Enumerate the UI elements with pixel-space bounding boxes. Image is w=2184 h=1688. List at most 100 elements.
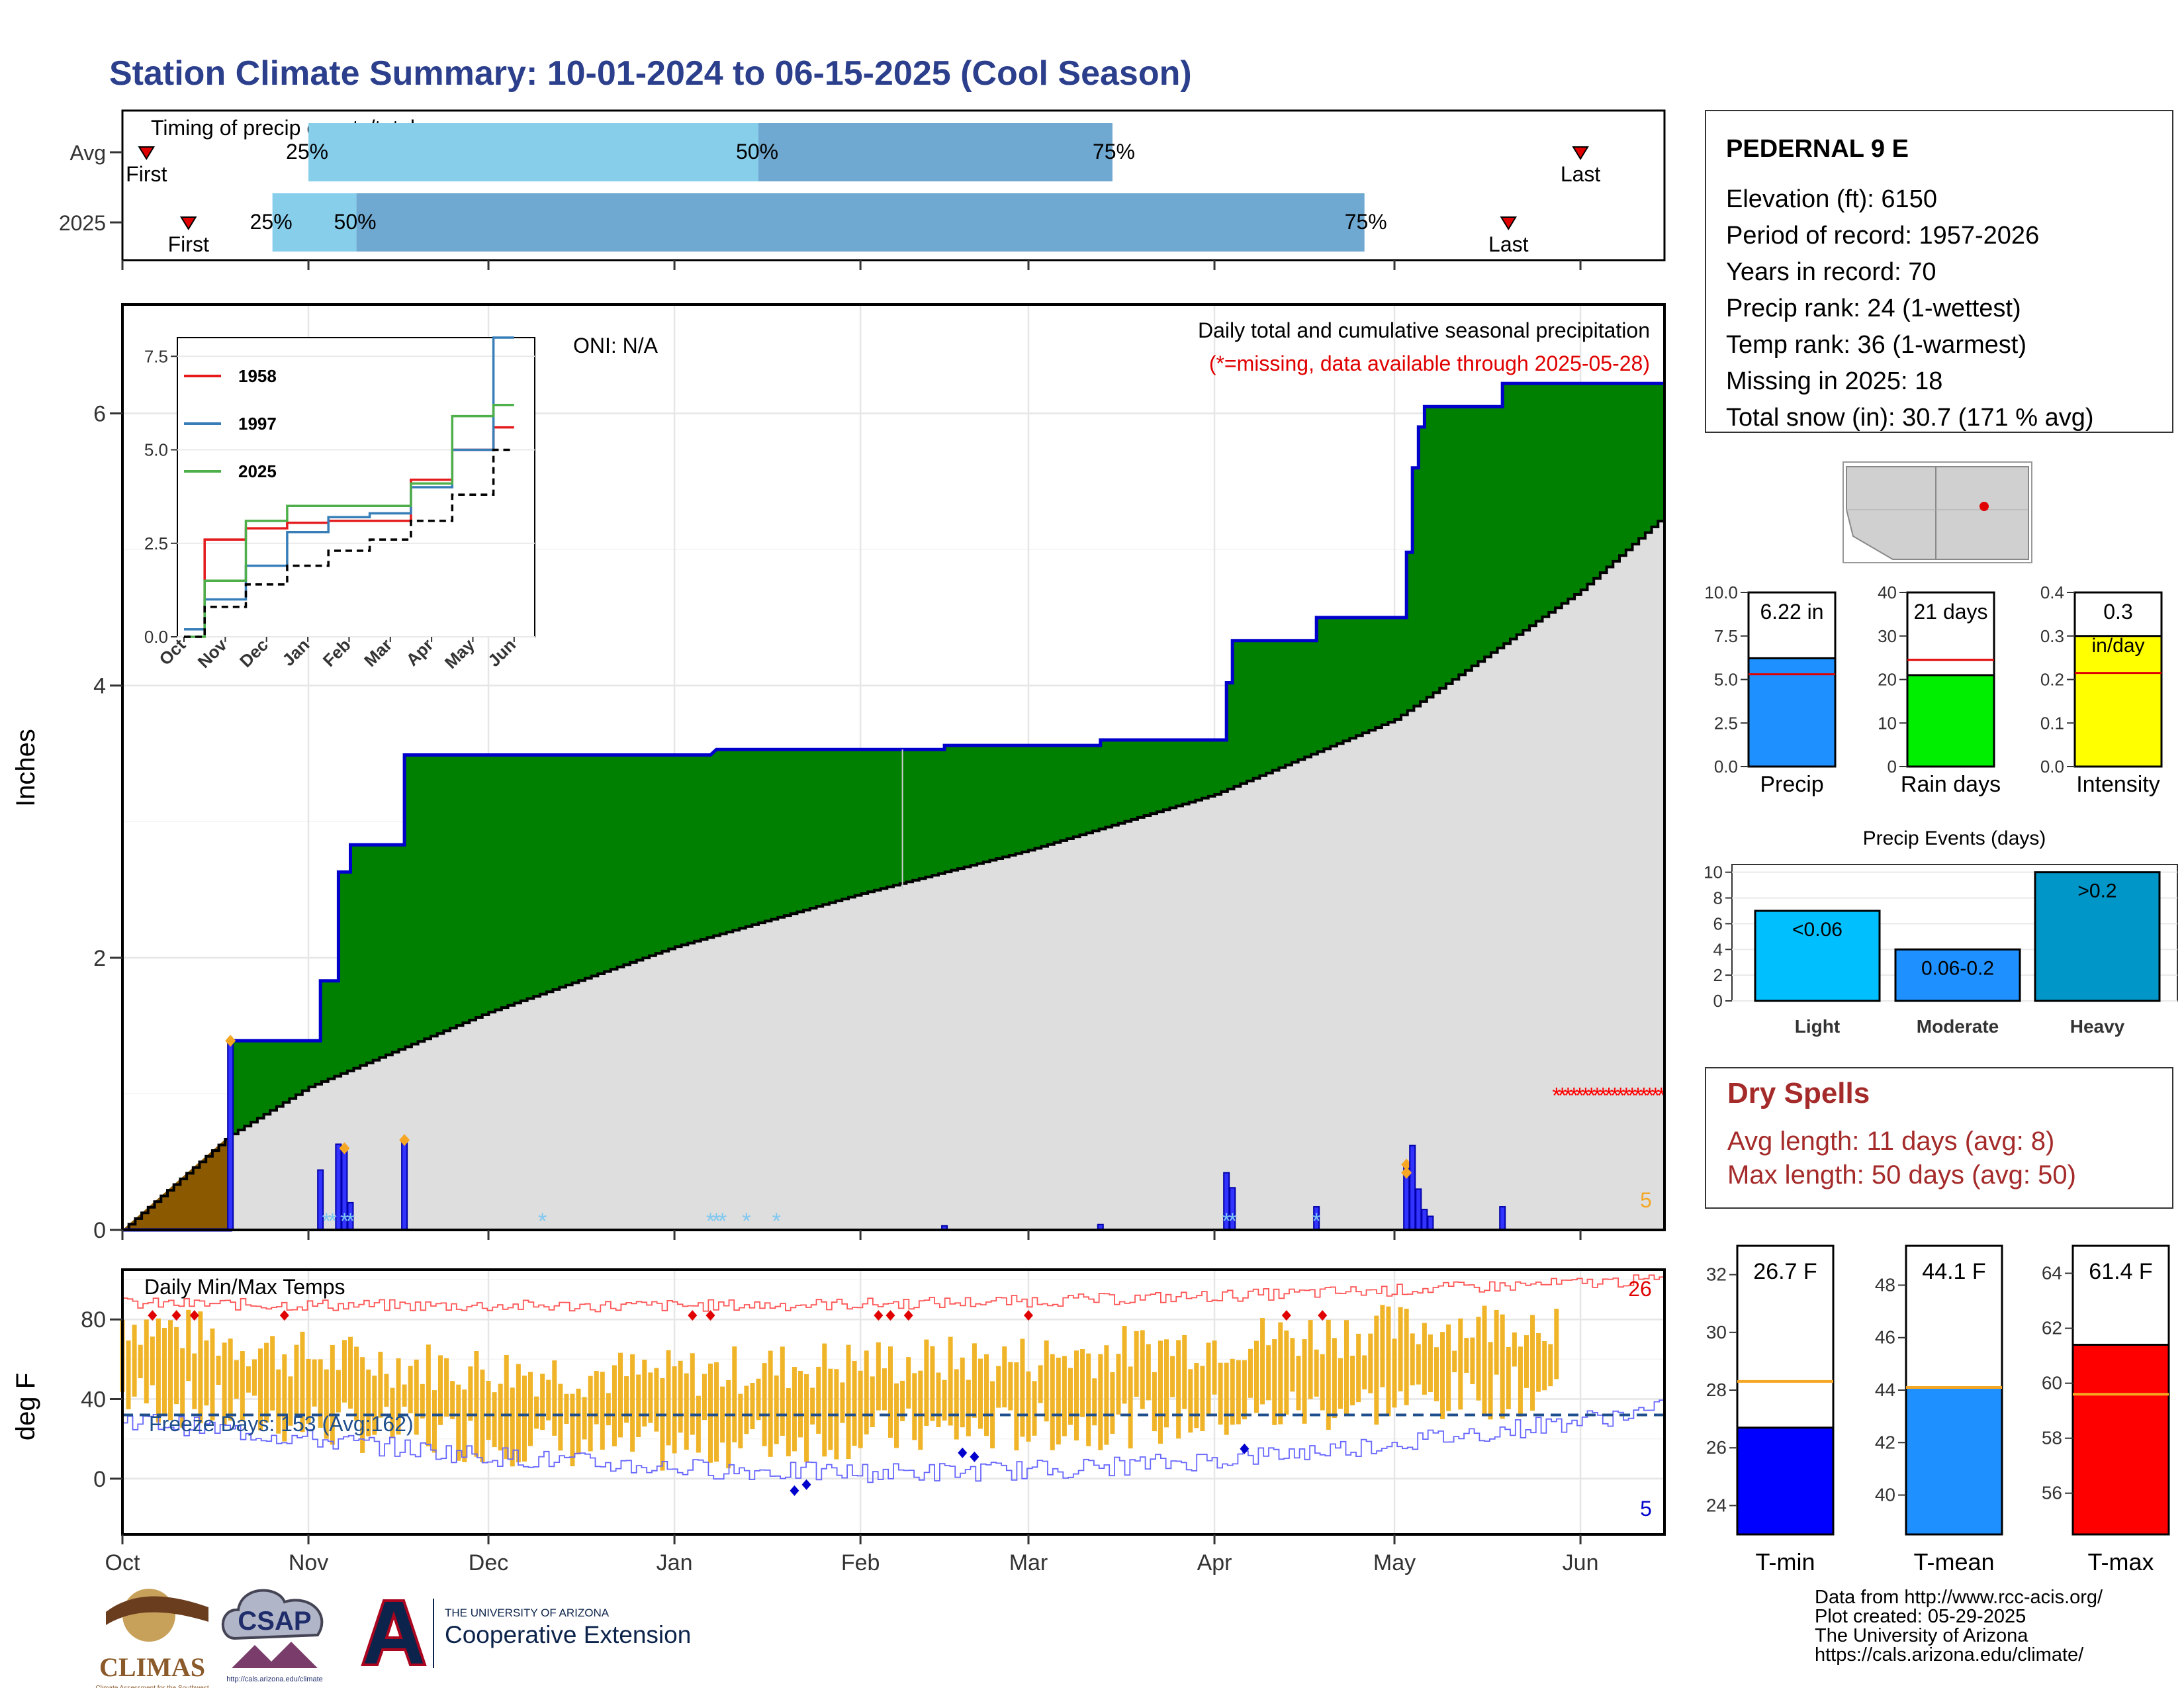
record-high-marker (1023, 1310, 1033, 1321)
daily-temp-bar (924, 1339, 929, 1426)
daily-temp-bar (942, 1380, 947, 1421)
precip-y-tick-label: 2 (93, 946, 106, 971)
timing-row-0: Avg 25% 50% 75% First Last (69, 123, 1600, 186)
daily-temp-bar (1470, 1337, 1475, 1384)
footer-line: The University of Arizona (1815, 1625, 2028, 1646)
daily-temp-bar (1332, 1338, 1337, 1419)
record-min-line (122, 1399, 1665, 1483)
daily-temp-bar (1416, 1344, 1421, 1385)
summary-y-tick-label: 20 (1878, 670, 1897, 690)
daily-temp-bar (1392, 1338, 1397, 1408)
inset-legend-label: 1997 (238, 414, 277, 434)
timing-row-label: Avg (69, 141, 106, 165)
station-location-marker (1979, 502, 1989, 511)
month-label: May (1373, 1550, 1416, 1575)
inset-y-tick-label: 5.0 (144, 440, 168, 460)
inset-average-line (184, 448, 514, 638)
daily-precip-bar (1427, 1215, 1434, 1231)
daily-temp-bar (588, 1376, 593, 1452)
snow-marker: * (340, 1209, 349, 1234)
daily-temp-bar (1488, 1342, 1493, 1420)
daily-temp-bar (1536, 1333, 1541, 1392)
missing-marker: * (1575, 1083, 1584, 1108)
temp-bar-value (2071, 1343, 2170, 1536)
daily-temp-bar (396, 1358, 401, 1435)
daily-temp-bar (1098, 1354, 1103, 1450)
daily-temp-bar (1302, 1339, 1307, 1424)
daily-temp-bar (527, 1372, 533, 1446)
daily-temp-bar (251, 1359, 257, 1396)
missing-marker: * (1587, 1083, 1596, 1108)
daily-temp-bar (1122, 1326, 1127, 1404)
daily-temp-bar (1542, 1341, 1547, 1391)
daily-temp-bar (498, 1383, 503, 1451)
daily-temp-bar (372, 1376, 377, 1435)
daily-temp-bar (617, 1352, 623, 1438)
daily-temp-bar (936, 1372, 941, 1427)
daily-temp-bar (1170, 1356, 1175, 1397)
temp-bar-y-tick-label: 28 (1706, 1380, 1727, 1400)
station-line: Missing in 2025: 18 (1726, 367, 1942, 395)
event-bar-label: 0.06-0.2 (1921, 957, 1994, 979)
missing-marker: * (1639, 1083, 1648, 1108)
daily-temp-bar (486, 1380, 491, 1440)
daily-temp-bar (282, 1354, 287, 1442)
snow-marker: * (346, 1209, 355, 1234)
daily-temp-bar (1380, 1305, 1385, 1387)
station-name: PEDERNAL 9 E (1726, 135, 1909, 163)
daily-temp-bar (1482, 1305, 1487, 1416)
daily-temp-bar (1308, 1320, 1313, 1399)
daily-temp-bar (408, 1366, 413, 1414)
daily-temp-bar (1140, 1330, 1145, 1409)
footer-line: https://cals.arizona.edu/climate/ (1815, 1644, 2084, 1665)
record-high-marker (189, 1310, 199, 1321)
daily-temp-bar (360, 1357, 365, 1453)
temp-bar-label: T-mean (1913, 1548, 1994, 1575)
dry-spells-box: Dry Spells Avg length: 11 days (avg: 8) Ma… (1705, 1067, 2173, 1209)
daily-temp-bar (648, 1372, 653, 1423)
daily-temp-bar (186, 1309, 191, 1382)
daily-temp-bar (354, 1346, 359, 1421)
daily-temp-bar (690, 1353, 695, 1435)
summary-y-tick-label: 10 (1878, 713, 1897, 733)
daily-temp-bar (1206, 1342, 1211, 1417)
daily-temp-bar (612, 1365, 617, 1446)
daily-temp-bar (468, 1366, 473, 1421)
daily-temp-bar (738, 1393, 743, 1448)
temp-y-axis-label: deg F (11, 1373, 40, 1440)
daily-temp-bar (954, 1369, 959, 1440)
station-line: Total snow (in): 30.7 (171 % avg) (1726, 404, 2094, 432)
snow-marker: * (706, 1209, 715, 1234)
record-high-marker (903, 1310, 913, 1321)
missing-marker: * (1628, 1083, 1637, 1108)
station-line: Temp rank: 36 (1-warmest) (1726, 331, 2026, 359)
daily-temp-bar (696, 1395, 701, 1453)
temp-bar-label: T-max (2087, 1548, 2154, 1575)
record-high-marker (688, 1310, 698, 1321)
heavy-count-label: 5 (1640, 1188, 1652, 1212)
inset-legend-label: 2025 (238, 461, 277, 481)
daily-temp-bar (174, 1327, 179, 1405)
temp-bar-y-tick-label: 30 (1706, 1322, 1727, 1342)
daily-temp-bar (1356, 1333, 1361, 1403)
daily-temp-bar (1512, 1332, 1517, 1367)
daily-temp-bar (288, 1376, 293, 1426)
daily-temp-bar (630, 1354, 635, 1452)
summary-y-tick-label: 0.4 (2040, 583, 2064, 602)
daily-temp-bar (840, 1382, 845, 1423)
daily-precip-bar (1421, 1209, 1428, 1231)
daily-temp-bar (306, 1358, 311, 1424)
summary-bar-label: Intensity (2076, 772, 2160, 797)
daily-temp-bar (792, 1367, 797, 1452)
q25-label: 25% (286, 140, 328, 164)
daily-temp-bar (930, 1346, 935, 1421)
daily-temp-bar (678, 1360, 683, 1433)
summary-bar-2: 0.3 in/day 0.0 0.1 0.2 0.3 0.4 Intensity (2040, 583, 2163, 797)
record-high-marker (886, 1310, 895, 1321)
temp-bar-y-tick-label: 24 (1706, 1495, 1727, 1515)
temp-bar-y-tick-label: 60 (2042, 1373, 2062, 1393)
event-bar (1894, 948, 2021, 1002)
events-y-tick-label: 2 (1713, 965, 1723, 985)
daily-temp-bar (1476, 1317, 1481, 1401)
daily-temp-bar (636, 1374, 641, 1437)
